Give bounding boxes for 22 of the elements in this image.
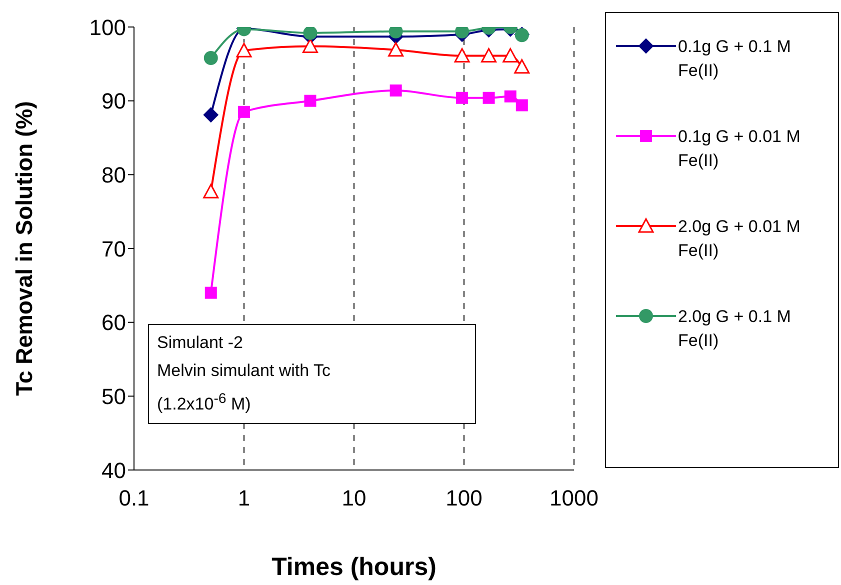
y-axis-title: Tc Removal in Solution (%) — [11, 101, 38, 396]
legend-label: 0.1g G + 0.01 M Fe(II) — [678, 126, 802, 172]
annotation: Simulant -2 — [157, 332, 244, 354]
y-tick-label: 40 — [102, 458, 126, 483]
x-tick-label: 10 — [342, 486, 366, 511]
y-tick-label: 90 — [102, 88, 126, 114]
y-tick-label: 50 — [102, 384, 126, 409]
legend-label: 0.1g G + 0.1 M Fe(II) — [678, 36, 792, 82]
x-tick-label: 1 — [238, 486, 250, 511]
annotation: Melvin simulant with Tc — [157, 360, 332, 382]
x-tick-label: 1000 — [550, 486, 598, 511]
legend-label: 2.0g G + 0.1 M Fe(II) — [678, 306, 792, 352]
annotation: (1.2x10$^{-6}$ M) — [157, 390, 252, 416]
x-axis-title: Times (hours) — [272, 553, 436, 581]
x-tick-label: 0.1 — [118, 486, 150, 511]
note-box: Simulant -2 Melvin simulant with Tc (1.2x10$^{-6}$ M) — [148, 324, 476, 424]
y-tick-label: 100 — [89, 14, 126, 40]
x-tick-label: 100 — [446, 486, 482, 511]
legend-label: 2.0g G + 0.01 M Fe(II) — [678, 216, 802, 262]
y-tick-label: 80 — [102, 162, 126, 188]
y-tick-label: 70 — [102, 236, 126, 262]
y-tick-label: 60 — [102, 310, 126, 336]
